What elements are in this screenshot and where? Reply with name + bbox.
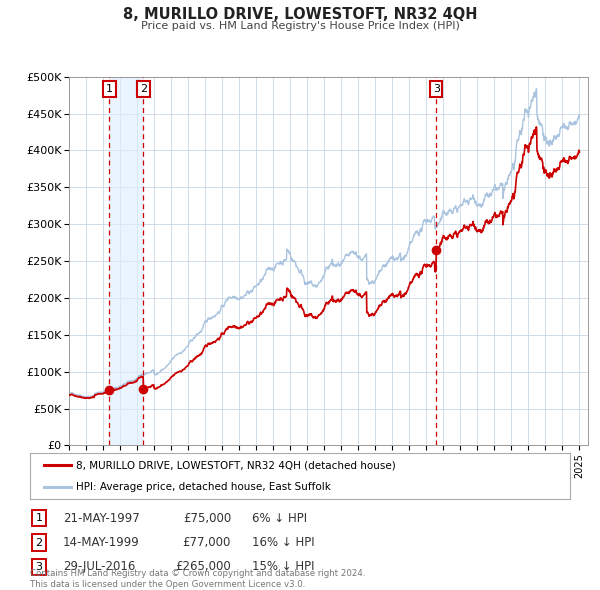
- Text: 3: 3: [433, 84, 440, 94]
- Text: 2: 2: [140, 84, 147, 94]
- Text: 8, MURILLO DRIVE, LOWESTOFT, NR32 4QH: 8, MURILLO DRIVE, LOWESTOFT, NR32 4QH: [123, 7, 477, 22]
- Text: 14-MAY-1999: 14-MAY-1999: [63, 536, 140, 549]
- Text: 15% ↓ HPI: 15% ↓ HPI: [252, 560, 314, 573]
- Text: 6% ↓ HPI: 6% ↓ HPI: [252, 512, 307, 525]
- Text: HPI: Average price, detached house, East Suffolk: HPI: Average price, detached house, East…: [76, 482, 331, 492]
- Text: 21-MAY-1997: 21-MAY-1997: [63, 512, 140, 525]
- Text: 1: 1: [106, 84, 113, 94]
- Text: 1: 1: [35, 513, 43, 523]
- Text: £75,000: £75,000: [183, 512, 231, 525]
- Text: Contains HM Land Registry data © Crown copyright and database right 2024.
This d: Contains HM Land Registry data © Crown c…: [30, 569, 365, 589]
- Text: 8, MURILLO DRIVE, LOWESTOFT, NR32 4QH (detached house): 8, MURILLO DRIVE, LOWESTOFT, NR32 4QH (d…: [76, 460, 395, 470]
- Text: £265,000: £265,000: [175, 560, 231, 573]
- Bar: [109, 77, 143, 445]
- Text: 2: 2: [35, 537, 43, 548]
- Text: 3: 3: [35, 562, 43, 572]
- Text: 29-JUL-2016: 29-JUL-2016: [63, 560, 136, 573]
- Text: 16% ↓ HPI: 16% ↓ HPI: [252, 536, 314, 549]
- Text: Price paid vs. HM Land Registry's House Price Index (HPI): Price paid vs. HM Land Registry's House …: [140, 21, 460, 31]
- Text: £77,000: £77,000: [182, 536, 231, 549]
